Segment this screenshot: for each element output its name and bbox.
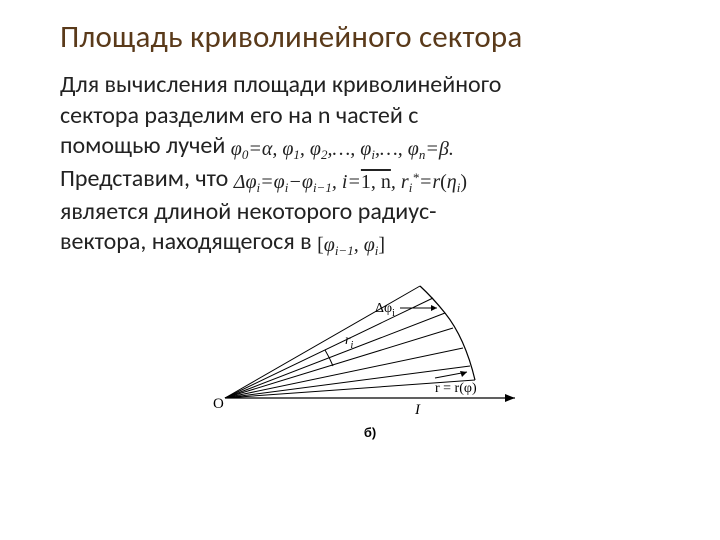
line1: Для вычисления площади криволинейного (60, 70, 501, 99)
line2: сектора разделим его на n частей с (60, 101, 418, 130)
ri-label: ri (345, 333, 353, 351)
origin-label: O (213, 396, 224, 412)
line4: Представим, что (60, 164, 228, 193)
line5: является длиной некоторого радиус- (60, 197, 437, 226)
formula-interval: [φi−1, φi] (317, 234, 385, 256)
formula-delta: Δφi=φi−φi−1, i=1, n, ri*=r(ηi) (234, 171, 467, 193)
diagram-caption: б) (60, 425, 680, 440)
formula-rays: φ0=α, φ1, φ2,…, φi,…, φn=β. (231, 138, 454, 160)
sector-diagram: O I Δφi ri r = r(φ) (205, 268, 535, 418)
r-function-label: r = r(φ) (435, 381, 477, 396)
axis-label: I (414, 402, 421, 418)
diagram-container: O I Δφi ri r = r(φ) б) (60, 268, 680, 440)
line6: вектора, находящегося в (60, 227, 312, 256)
line3: помощью лучей (60, 131, 225, 160)
delta-phi-label: Δφi (375, 301, 395, 319)
body-text: Для вычисления площади криволинейного се… (60, 70, 680, 260)
slide-title: Площадь криволинейного сектора (60, 18, 680, 56)
